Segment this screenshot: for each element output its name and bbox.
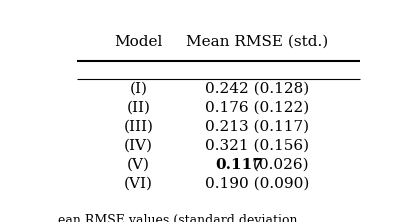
- Text: 0.213 (0.117): 0.213 (0.117): [204, 119, 309, 133]
- Text: (0.026): (0.026): [247, 158, 308, 172]
- Text: Model: Model: [114, 35, 162, 49]
- Text: 0.190 (0.090): 0.190 (0.090): [204, 177, 309, 191]
- Text: (II): (II): [126, 100, 150, 114]
- Text: (V): (V): [126, 158, 150, 172]
- Text: Mean RMSE (std.): Mean RMSE (std.): [185, 35, 328, 49]
- Text: (IV): (IV): [123, 139, 152, 153]
- Text: 0.321 (0.156): 0.321 (0.156): [204, 139, 309, 153]
- Text: (I): (I): [129, 81, 147, 95]
- Text: (VI): (VI): [123, 177, 152, 191]
- Text: 0.176 (0.122): 0.176 (0.122): [204, 100, 309, 114]
- Text: 0.117: 0.117: [215, 158, 263, 172]
- Text: ean RMSE values (standard deviation: ean RMSE values (standard deviation: [58, 214, 297, 222]
- Text: (III): (III): [123, 119, 153, 133]
- Text: 0.242 (0.128): 0.242 (0.128): [204, 81, 309, 95]
